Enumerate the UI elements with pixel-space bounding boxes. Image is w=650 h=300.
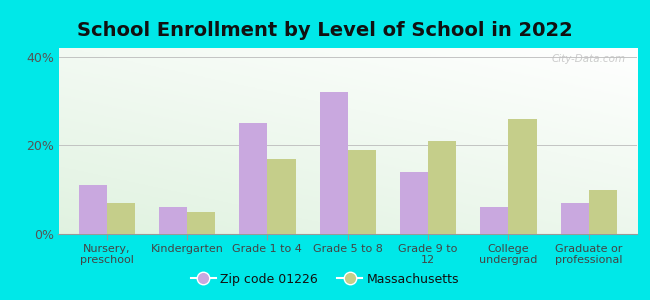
Text: School Enrollment by Level of School in 2022: School Enrollment by Level of School in … — [77, 21, 573, 40]
Bar — [480, 207, 508, 234]
Bar — [428, 141, 456, 234]
Bar — [508, 119, 536, 234]
Bar — [561, 203, 589, 234]
Text: City-Data.com: City-Data.com — [551, 54, 625, 64]
Legend: Zip code 01226, Massachusetts: Zip code 01226, Massachusetts — [185, 268, 465, 291]
Bar — [589, 190, 617, 234]
Bar — [239, 123, 267, 234]
Bar — [107, 203, 135, 234]
Bar — [400, 172, 428, 234]
Bar — [320, 92, 348, 234]
Bar — [159, 207, 187, 234]
Bar — [348, 150, 376, 234]
Bar — [79, 185, 107, 234]
Bar — [187, 212, 215, 234]
Bar — [267, 159, 296, 234]
